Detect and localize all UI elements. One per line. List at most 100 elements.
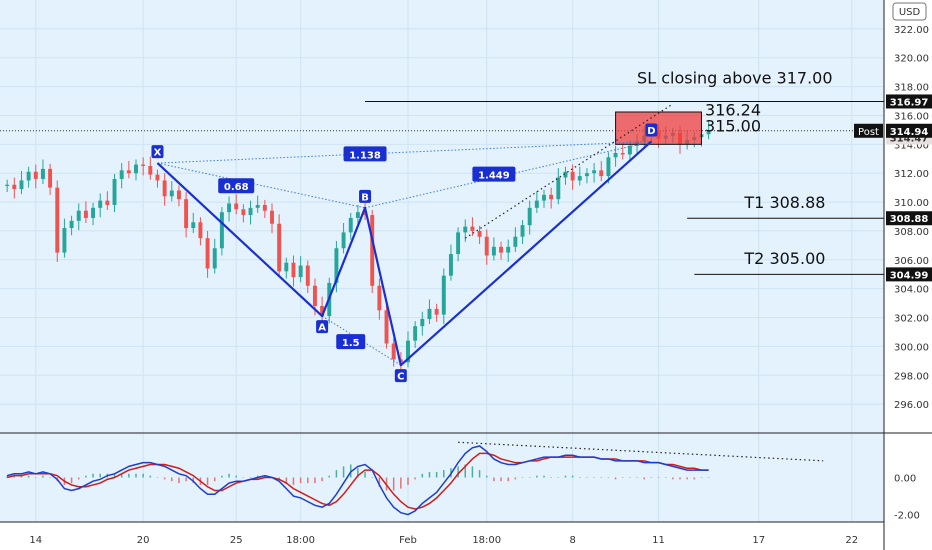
candle-body — [441, 275, 446, 315]
histogram-bar — [42, 475, 44, 478]
candle-body — [599, 170, 604, 177]
histogram-bar — [163, 477, 166, 480]
harmonic-pattern-path — [156, 140, 653, 367]
histogram-bar — [707, 477, 710, 478]
histogram-bar — [621, 477, 624, 478]
pattern-point-label-D: D — [647, 126, 655, 137]
candle-body — [363, 212, 368, 216]
histogram-bar — [521, 477, 524, 478]
annotation-text: 315.00 — [705, 116, 761, 135]
trend-dotted-line — [464, 103, 674, 239]
pattern-point-marker-X — [151, 145, 164, 159]
pattern-point-marker-A — [316, 320, 329, 334]
candle-body — [620, 152, 625, 155]
candle-body — [241, 209, 246, 216]
candle-body — [33, 171, 38, 179]
level-tag-316.97 — [886, 94, 932, 109]
histogram-bar — [700, 477, 703, 478]
pattern-point-label-A: A — [318, 323, 326, 334]
histogram-bar — [299, 477, 302, 484]
histogram-bar — [256, 475, 259, 478]
candle-body — [277, 223, 282, 272]
histogram-bar — [528, 477, 531, 478]
time-tick-label: 20 — [137, 535, 150, 546]
histogram-bar — [335, 470, 338, 478]
histogram-bar — [242, 477, 245, 478]
histogram-bar — [292, 477, 295, 485]
histogram-bar — [6, 475, 8, 478]
level-tag-304.99 — [886, 267, 932, 282]
candle-body — [5, 184, 10, 186]
post-price-tag — [886, 123, 932, 138]
candle-body — [148, 165, 153, 175]
histogram-bar — [49, 477, 51, 478]
time-tick-label: 18:00 — [472, 535, 501, 546]
histogram-bar — [600, 477, 603, 478]
histogram-bar — [307, 477, 309, 484]
candle-body — [348, 217, 353, 233]
ratio-label-box — [343, 146, 387, 162]
level-tag-text: 304.99 — [890, 270, 929, 281]
candle-body — [427, 308, 432, 319]
histogram-bar — [664, 477, 667, 478]
candle-body — [334, 248, 339, 283]
price-tick-label: 306.00 — [894, 256, 929, 267]
candle-body — [83, 210, 88, 218]
histogram-bar — [464, 464, 467, 478]
histogram-bar — [120, 473, 123, 478]
time-scale-background — [0, 522, 884, 550]
candle-body — [391, 343, 396, 360]
price-tick-label: 318.00 — [894, 83, 929, 94]
ratio-label-box — [472, 166, 516, 182]
candle-body — [370, 215, 375, 286]
pattern-point-marker-D — [645, 123, 658, 137]
ratio-label: 1.5 — [342, 338, 360, 349]
histogram-bar — [92, 473, 94, 478]
price-tick-label: 296.00 — [894, 400, 929, 411]
histogram-bar — [249, 477, 252, 478]
ratio-label: 1.138 — [349, 150, 381, 161]
candle-body — [119, 170, 124, 179]
histogram-bar — [614, 477, 617, 480]
time-tick-label: 8 — [569, 535, 575, 546]
macd-line — [6, 445, 709, 516]
candle-body — [527, 207, 532, 226]
candle-body — [355, 212, 360, 218]
histogram-bar — [228, 473, 230, 478]
candle-body — [134, 164, 138, 174]
candle-body — [420, 318, 425, 327]
histogram-bar — [278, 477, 280, 480]
candle-body — [384, 310, 389, 344]
histogram-bar — [27, 475, 30, 478]
candle-body — [627, 145, 632, 155]
histogram-bar — [185, 477, 187, 482]
candle-body — [534, 200, 539, 208]
candle-body — [105, 200, 110, 205]
price-tick-label: 310.00 — [894, 198, 929, 209]
histogram-bar — [543, 475, 545, 478]
histogram-bar — [421, 473, 424, 478]
histogram-bar — [13, 475, 16, 478]
histogram-bar — [77, 477, 80, 480]
price-tick-label: 320.00 — [894, 54, 929, 65]
histogram-bar — [35, 477, 37, 478]
candle-body — [298, 265, 303, 278]
histogram-bar — [629, 477, 631, 478]
histogram-bar — [364, 471, 366, 478]
currency-button — [892, 2, 927, 21]
histogram-bar — [206, 477, 209, 485]
price-tick-label: 316.00 — [894, 111, 929, 122]
histogram-bar — [657, 477, 660, 478]
time-tick-label: Feb — [399, 535, 417, 546]
histogram-bar — [636, 477, 638, 478]
histogram-bar — [643, 477, 645, 480]
pattern-point-label-X: X — [154, 148, 162, 159]
pattern-point-label-B: B — [361, 192, 369, 203]
candle-body — [491, 246, 496, 256]
histogram-bar — [371, 477, 373, 478]
pattern-point-marker-B — [359, 189, 372, 203]
level-tag-text: 308.88 — [890, 214, 929, 225]
histogram-bar — [536, 475, 538, 478]
level-tag-text: 316.97 — [890, 97, 929, 108]
candle-body — [506, 246, 511, 253]
